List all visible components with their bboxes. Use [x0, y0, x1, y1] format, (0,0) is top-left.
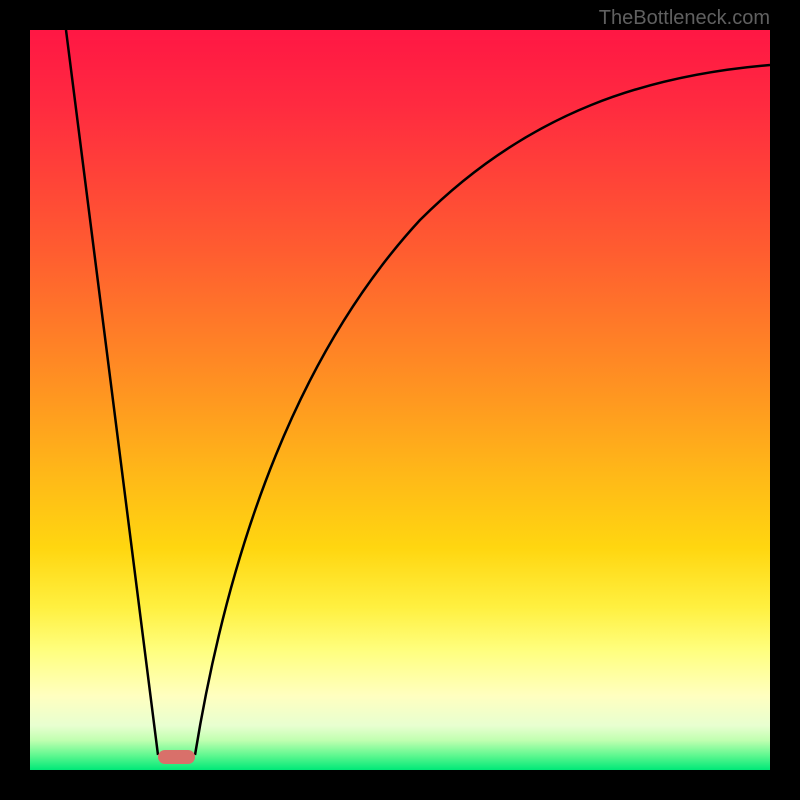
watermark-label: TheBottleneck.com [599, 7, 770, 29]
bottleneck-gradient-chart: TheBottleneck.com [0, 0, 800, 800]
plot-background [30, 30, 770, 770]
optimal-zone-marker [158, 750, 195, 764]
chart-container: TheBottleneck.com [0, 0, 800, 800]
